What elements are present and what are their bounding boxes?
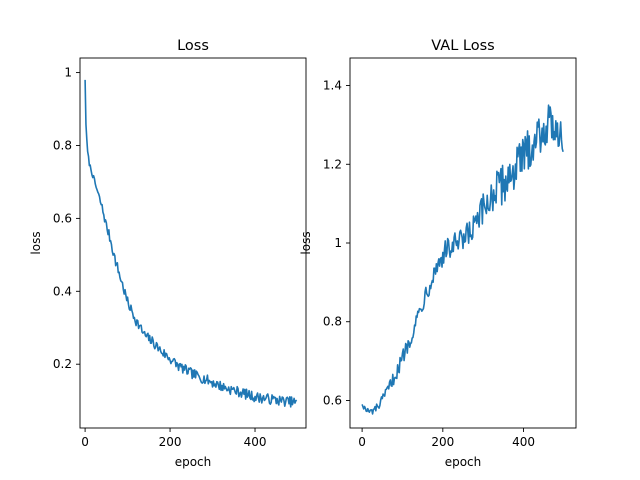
y-tick-label: 1.2 — [323, 157, 342, 171]
plot-frame — [79, 57, 307, 429]
x-tick-label: 0 — [358, 435, 366, 449]
chart-title: VAL Loss — [431, 38, 494, 54]
y-tick-label: 0.8 — [323, 315, 342, 329]
y-axis-label: loss — [299, 231, 313, 254]
x-tick-label: 400 — [512, 435, 535, 449]
y-axis-label: loss — [29, 231, 43, 254]
x-tick-label: 200 — [159, 435, 182, 449]
y-tick-label: 0.8 — [53, 138, 72, 152]
y-tick-label: 0.2 — [53, 357, 72, 371]
chart-title: Loss — [177, 38, 209, 54]
x-axis-label: epoch — [445, 455, 482, 469]
x-tick-label: 0 — [81, 435, 89, 449]
chart-panel-0: 0 200 400 0.2 0.4 0.6 0.8 1 Loss epoch loss — [29, 38, 307, 469]
y-tick-label: 0.6 — [53, 211, 72, 225]
series-line-1 — [361, 104, 564, 415]
y-tick-label: 1 — [334, 236, 342, 250]
x-axis-label: epoch — [175, 455, 212, 469]
chart-panel-1: 0 200 400 0.6 0.8 1 1.2 1.4 VAL Loss epoch loss — [299, 38, 577, 469]
y-tick-label: 0.6 — [323, 393, 342, 407]
y-tick-label: 0.4 — [53, 284, 72, 298]
x-tick-label: 200 — [431, 435, 454, 449]
y-tick-label: 1.4 — [323, 79, 342, 93]
series-line-0 — [84, 79, 298, 408]
y-tick-label: 1 — [64, 66, 72, 80]
x-tick-label: 400 — [244, 435, 267, 449]
